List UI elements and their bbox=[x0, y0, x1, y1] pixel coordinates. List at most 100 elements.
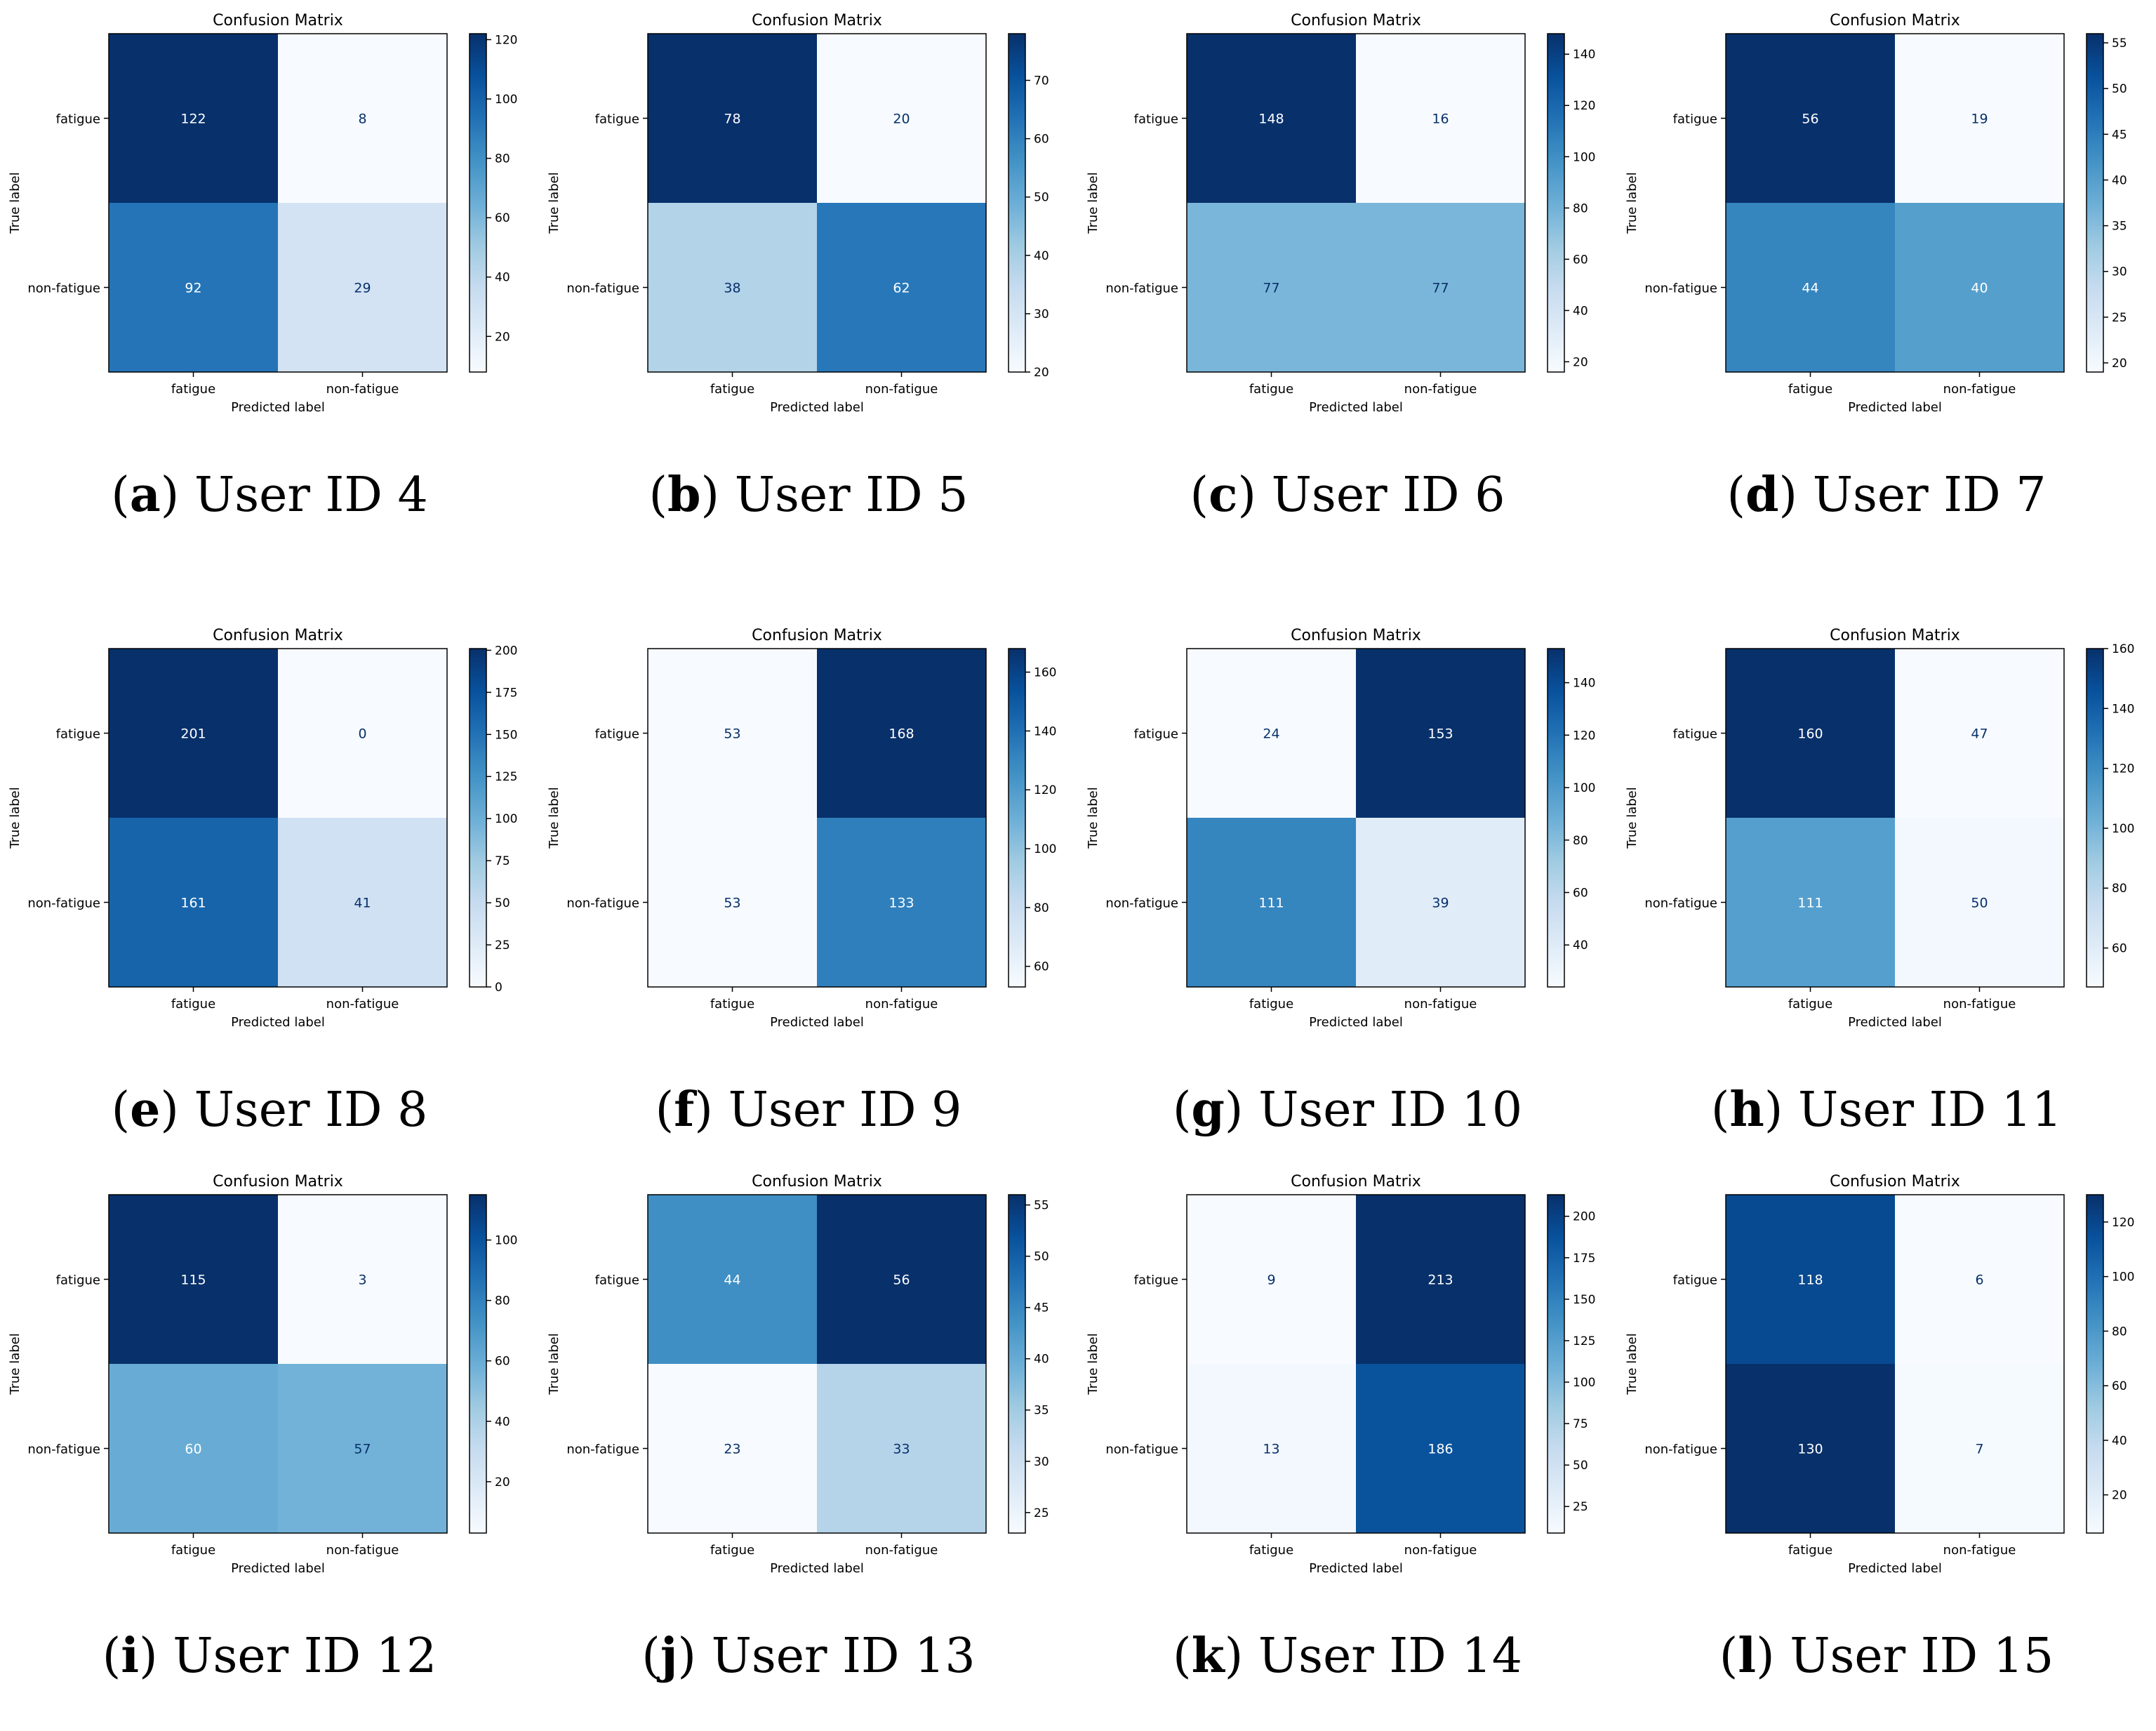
colorbar-tick-label: 35 bbox=[2112, 220, 2127, 234]
matrix-cell-r0-c0 bbox=[648, 34, 817, 203]
colorbar-tick-label: 70 bbox=[1034, 74, 1049, 88]
panel-caption: (h) User ID 11 bbox=[1710, 1082, 2063, 1138]
matrix-cell-r0-c0 bbox=[109, 34, 278, 203]
matrix-cell-r1-c0 bbox=[1187, 203, 1356, 372]
colorbar-tick-label: 125 bbox=[1573, 1334, 1595, 1348]
caption-letter: h bbox=[1729, 1082, 1764, 1138]
matrix-cell-r1-c0 bbox=[1726, 203, 1895, 372]
chart-panel-c: Confusion Matrix 148 16 77 77 fatigue non-fati… bbox=[1078, 0, 1617, 570]
cell-value-r1-c1: 50 bbox=[1971, 896, 1988, 911]
chart-title: Confusion Matrix bbox=[1291, 627, 1421, 644]
cell-value-r1-c0: 44 bbox=[1802, 281, 1818, 296]
cell-value-r0-c1: 56 bbox=[893, 1273, 910, 1288]
chart-panel-b: Confusion Matrix 78 20 38 62 fatigue non-fatig… bbox=[539, 0, 1078, 570]
matrix-cell-r1-c0 bbox=[1187, 818, 1356, 987]
matrix-frame bbox=[1725, 648, 2065, 988]
matrix-cell-r1-c1 bbox=[278, 1364, 447, 1533]
y-tick-label: non-fatigue bbox=[566, 281, 639, 296]
colorbar-tick-label: 50 bbox=[2112, 82, 2127, 96]
colorbar-tick-label: 80 bbox=[1573, 201, 1588, 215]
panel-caption: (l) User ID 15 bbox=[1719, 1628, 2054, 1684]
chart-title: Confusion Matrix bbox=[1291, 1173, 1421, 1191]
colorbar bbox=[469, 1194, 487, 1534]
colorbar bbox=[2086, 33, 2104, 373]
cell-value-r0-c1: 19 bbox=[1971, 112, 1988, 127]
confusion-matrix-chart: Confusion Matrix 78 20 38 62 fatigue non-fatig… bbox=[547, 12, 1049, 415]
caption-text: User ID 11 bbox=[1798, 1082, 2063, 1138]
x-tick-label: fatigue bbox=[1788, 382, 1832, 397]
chart-panel-i: Confusion Matrix 115 3 60 57 fatigue non-fatig… bbox=[0, 1161, 539, 1731]
colorbar-tick-label: 100 bbox=[1573, 150, 1595, 164]
cell-value-r1-c0: 23 bbox=[724, 1442, 740, 1457]
cell-value-r1-c0: 111 bbox=[1258, 896, 1284, 911]
caption-text: User ID 8 bbox=[194, 1082, 428, 1138]
x-tick-label: non-fatigue bbox=[865, 1543, 938, 1558]
chart-panel-a: Confusion Matrix 122 8 92 29 fatigue non-fatig… bbox=[0, 0, 539, 570]
matrix-cell-r0-c0 bbox=[1726, 34, 1895, 203]
cell-value-r0-c1: 6 bbox=[1975, 1273, 1983, 1288]
colorbar-tick-label: 150 bbox=[495, 728, 517, 742]
colorbar-tick-label: 60 bbox=[2112, 942, 2127, 956]
matrix-cell-r0-c1 bbox=[278, 649, 447, 818]
colorbar bbox=[1008, 33, 1026, 373]
y-axis-label: True label bbox=[1625, 787, 1639, 849]
cell-value-r1-c1: 39 bbox=[1432, 896, 1449, 911]
cell-value-r1-c0: 60 bbox=[185, 1442, 201, 1457]
panel-caption: (e) User ID 8 bbox=[111, 1082, 428, 1138]
panel-caption: (j) User ID 13 bbox=[641, 1628, 976, 1684]
colorbar-tick-label: 25 bbox=[495, 939, 510, 953]
caption-letter: e bbox=[130, 1082, 161, 1138]
confusion-matrix-chart: Confusion Matrix 53 168 53 133 fatigue non-fat… bbox=[547, 627, 1056, 1030]
colorbar-tick-label: 75 bbox=[495, 854, 510, 868]
cell-value-r0-c0: 160 bbox=[1797, 727, 1823, 742]
matrix-cell-r0-c1 bbox=[1356, 649, 1525, 818]
chart-title: Confusion Matrix bbox=[1830, 12, 1960, 29]
colorbar bbox=[1547, 33, 1565, 373]
matrix-cell-r1-c1 bbox=[817, 1364, 986, 1533]
y-tick-label: fatigue bbox=[595, 1273, 639, 1288]
matrix-frame bbox=[647, 33, 987, 373]
colorbar-tick-label: 30 bbox=[2112, 265, 2127, 279]
colorbar-tick-label: 200 bbox=[1573, 1210, 1595, 1224]
matrix-cell-r0-c0 bbox=[1187, 1195, 1356, 1364]
colorbar-tick-label: 55 bbox=[2112, 37, 2127, 51]
chart-title: Confusion Matrix bbox=[213, 627, 343, 644]
x-tick-label: non-fatigue bbox=[326, 382, 399, 397]
chart-panel-f: Confusion Matrix 53 168 53 133 fatigue non-fat… bbox=[539, 615, 1078, 1185]
colorbar-tick-label: 60 bbox=[1034, 133, 1049, 147]
matrix-cell-r0-c0 bbox=[1187, 649, 1356, 818]
matrix-frame bbox=[1186, 1194, 1526, 1534]
colorbar-tick-label: 100 bbox=[1034, 842, 1056, 856]
colorbar-tick-label: 50 bbox=[1573, 1459, 1588, 1473]
colorbar-tick-label: 100 bbox=[1573, 1376, 1595, 1390]
colorbar-tick-label: 60 bbox=[1573, 886, 1588, 900]
cell-value-r0-c1: 8 bbox=[358, 112, 366, 127]
y-tick-label: fatigue bbox=[1134, 112, 1178, 127]
cell-value-r1-c1: 77 bbox=[1432, 281, 1449, 296]
matrix-cell-r0-c0 bbox=[1187, 34, 1356, 203]
y-tick-label: fatigue bbox=[1134, 727, 1178, 742]
colorbar-tick-label: 175 bbox=[495, 686, 517, 700]
panel-caption: (i) User ID 12 bbox=[102, 1628, 437, 1684]
matrix-cell-r1-c1 bbox=[1895, 818, 2064, 987]
caption-letter: a bbox=[129, 467, 161, 523]
confusion-matrix-chart: Confusion Matrix 115 3 60 57 fatigue non-fatig… bbox=[8, 1173, 517, 1576]
cell-value-r0-c0: 78 bbox=[724, 112, 740, 127]
x-axis-label: Predicted label bbox=[1309, 1561, 1403, 1576]
cell-value-r0-c1: 0 bbox=[358, 727, 366, 742]
colorbar bbox=[2086, 648, 2104, 988]
colorbar-tick-label: 40 bbox=[2112, 1434, 2127, 1448]
confusion-matrix-chart: Confusion Matrix 44 56 23 33 fatigue non-fatig… bbox=[547, 1173, 1049, 1576]
colorbar-tick-label: 100 bbox=[1573, 781, 1595, 795]
x-tick-label: non-fatigue bbox=[326, 1543, 399, 1558]
colorbar-tick-label: 30 bbox=[1034, 307, 1049, 321]
cell-value-r1-c1: 33 bbox=[893, 1442, 910, 1457]
cell-value-r0-c0: 53 bbox=[724, 727, 740, 742]
colorbar-tick-label: 0 bbox=[495, 981, 503, 995]
y-tick-label: fatigue bbox=[1673, 1273, 1717, 1288]
x-tick-label: non-fatigue bbox=[326, 997, 399, 1012]
cell-value-r0-c1: 153 bbox=[1428, 727, 1453, 742]
matrix-cell-r0-c0 bbox=[109, 1195, 278, 1364]
caption-text: User ID 4 bbox=[194, 467, 428, 523]
confusion-matrix-chart: Confusion Matrix 56 19 44 40 fatigue non-fatig… bbox=[1625, 12, 2127, 415]
